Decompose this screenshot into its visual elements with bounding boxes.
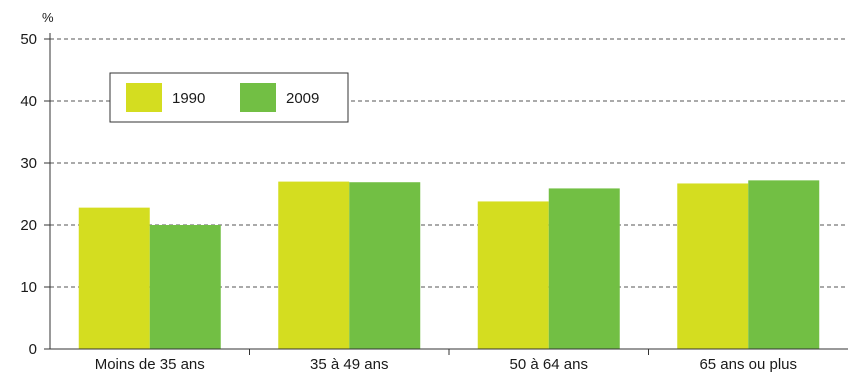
axes: % 0 10 20 30 40 50 Moins de 35 ans 35 à 49 ans 5… xyxy=(20,10,848,373)
legend: 1990 2009 xyxy=(109,72,349,123)
x-category-label: 35 à 49 ans xyxy=(310,356,388,373)
y-tick-label: 10 xyxy=(20,279,37,296)
bar-2009-3 xyxy=(748,180,820,349)
legend-swatch-1990 xyxy=(126,83,162,112)
bar-2009-0 xyxy=(149,225,221,349)
y-tick-label: 40 xyxy=(20,93,37,110)
y-tick-label: 30 xyxy=(20,155,37,172)
bars xyxy=(78,180,820,349)
legend-swatch-2009 xyxy=(240,83,276,112)
y-tick-label: 50 xyxy=(20,31,37,48)
bar-2009-1 xyxy=(349,182,421,349)
y-axis-unit-label: % xyxy=(42,10,54,25)
x-category-label: 65 ans ou plus xyxy=(699,356,797,373)
legend-label: 2009 xyxy=(286,90,319,107)
bar-1990-0 xyxy=(78,207,150,349)
x-category-label: 50 à 64 ans xyxy=(510,356,588,373)
bar-1990-2 xyxy=(477,201,549,349)
y-tick-label: 0 xyxy=(29,341,37,358)
bar-2009-2 xyxy=(548,188,620,349)
bar-1990-3 xyxy=(677,183,749,349)
legend-label: 1990 xyxy=(172,90,205,107)
x-category-label: Moins de 35 ans xyxy=(95,356,205,373)
y-tick-label: 20 xyxy=(20,217,37,234)
bar-1990-1 xyxy=(278,181,350,349)
